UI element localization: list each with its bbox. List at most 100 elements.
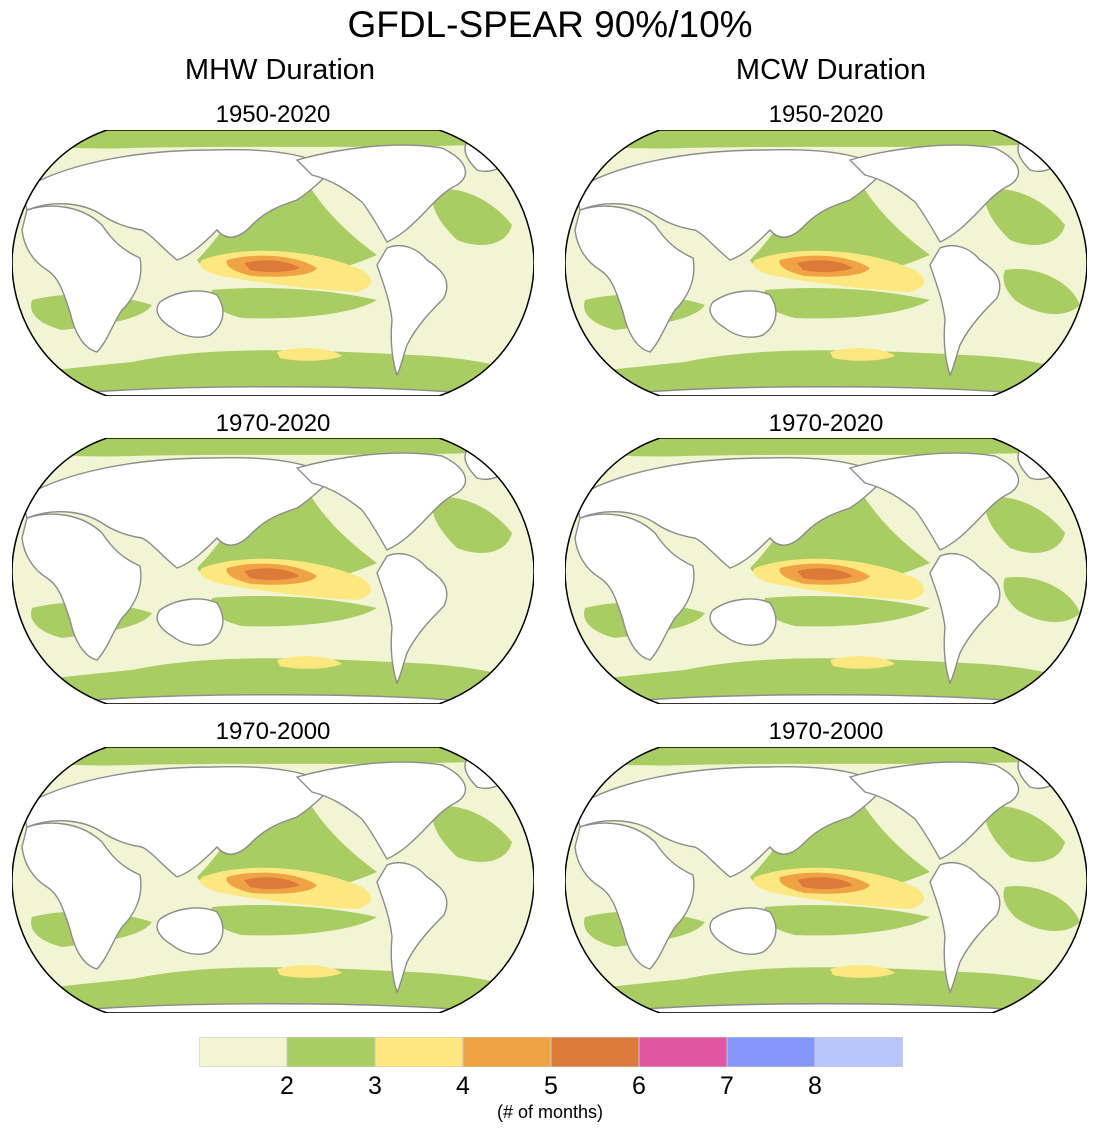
southern-ocean-band: [12, 967, 534, 1013]
colorbar-segment-8: [814, 1037, 903, 1067]
world-map-panel-6: [565, 747, 1087, 1013]
panel-title-mcw-1: 1950-2020: [768, 101, 884, 128]
southern-ocean-band: [565, 350, 1087, 396]
enso-dark-orange-core: [797, 568, 853, 581]
south-pacific-band: [210, 905, 377, 936]
arctic-band: [565, 747, 1087, 766]
enso-dark-orange-core: [797, 260, 853, 273]
arctic-band: [12, 130, 534, 149]
landmass-6: [1017, 137, 1071, 172]
landmass-4: [295, 452, 467, 551]
landmass-2: [574, 456, 887, 569]
column-title-mhw: MHW Duration: [184, 54, 376, 86]
south-pacific-band: [210, 288, 377, 319]
colorbar-units: (# of months): [496, 1102, 604, 1122]
arctic-band: [12, 747, 534, 766]
map-outline: [565, 747, 1087, 1013]
landmass-6: [464, 754, 518, 789]
landmass-4: [848, 761, 1020, 860]
south-pacific-band: [763, 288, 930, 319]
landmass-1: [574, 822, 695, 970]
panel-title-mcw-3: 1970-2000: [768, 718, 884, 745]
world-map-panel-3: [12, 747, 534, 1013]
enso-dark-orange-core: [244, 877, 300, 890]
landmass-3: [156, 290, 224, 338]
landmass-4: [295, 761, 467, 860]
landmass-1: [21, 205, 142, 353]
map-outline: [12, 747, 534, 1013]
colorbar: [199, 1037, 903, 1067]
landmass-4: [848, 452, 1020, 551]
landmass-6: [464, 445, 518, 480]
panel-title-mhw-3: 1970-2000: [215, 718, 331, 745]
arctic-band: [565, 438, 1087, 457]
southern-ocean-band: [12, 350, 534, 396]
north-atlantic-region: [431, 497, 512, 553]
world-map-panel-5: [565, 438, 1087, 704]
north-atlantic-region: [431, 806, 512, 862]
map-outline: [12, 438, 534, 704]
landmass-4: [848, 144, 1020, 243]
landmass-5: [376, 861, 448, 994]
landmass-3: [709, 598, 777, 646]
colorbar-segment-4: [462, 1037, 552, 1067]
landmass-6: [1017, 754, 1071, 789]
landmass-1: [21, 822, 142, 970]
landmass-3: [709, 907, 777, 955]
panel-title-mhw-2: 1970-2020: [215, 410, 331, 437]
world-map-panel-2: [12, 438, 534, 704]
landmass-5: [929, 861, 1001, 994]
arctic-band: [12, 438, 534, 457]
panel-title-mcw-2: 1970-2020: [768, 410, 884, 437]
landmass-1: [574, 513, 695, 661]
landmass-2: [21, 148, 334, 261]
north-atlantic-region: [984, 497, 1065, 553]
colorbar-tick-label: 6: [632, 1072, 646, 1100]
landmass-4: [295, 144, 467, 243]
landmass-6: [464, 137, 518, 172]
figure-title: GFDL-SPEAR 90%/10%: [347, 4, 753, 45]
landmass-1: [21, 513, 142, 661]
southern-yellow-spot: [277, 348, 342, 361]
landmass-3: [709, 290, 777, 338]
southern-yellow-spot: [277, 656, 342, 669]
north-atlantic-region: [984, 189, 1065, 245]
southern-ocean-band: [565, 967, 1087, 1013]
map-outline: [565, 438, 1087, 704]
colorbar-tick-label: 5: [544, 1072, 558, 1100]
landmass-5: [376, 552, 448, 685]
landmass-3: [156, 598, 224, 646]
colorbar-segment-6: [638, 1037, 728, 1067]
column-title-mcw: MCW Duration: [735, 54, 927, 86]
colorbar-segment-2: [286, 1037, 376, 1067]
landmass-2: [21, 765, 334, 878]
southern-yellow-spot: [277, 965, 342, 978]
colorbar-segment-5: [550, 1037, 640, 1067]
landmass-5: [929, 552, 1001, 685]
map-outline: [12, 130, 534, 396]
landmass-2: [21, 456, 334, 569]
enso-dark-orange-core: [244, 260, 300, 273]
colorbar-segment-7: [726, 1037, 816, 1067]
enso-dark-orange-core: [244, 568, 300, 581]
map-outline: [565, 130, 1087, 396]
landmass-3: [156, 907, 224, 955]
colorbar-segment-1: [199, 1037, 288, 1067]
southern-yellow-spot: [830, 348, 895, 361]
south-pacific-band: [210, 596, 377, 627]
south-atlantic-region: [1003, 269, 1080, 315]
north-atlantic-region: [984, 806, 1065, 862]
colorbar-tick-label: 8: [808, 1072, 822, 1100]
colorbar-tick-label: 4: [456, 1072, 470, 1100]
southern-ocean-band: [565, 658, 1087, 704]
landmass-2: [574, 148, 887, 261]
colorbar-tick-label: 7: [720, 1072, 734, 1100]
enso-dark-orange-core: [797, 877, 853, 890]
arctic-band: [565, 130, 1087, 149]
colorbar-tick-label: 2: [280, 1072, 294, 1100]
south-atlantic-region: [1003, 577, 1080, 623]
landmass-6: [1017, 445, 1071, 480]
southern-yellow-spot: [830, 965, 895, 978]
landmass-5: [929, 244, 1001, 377]
panel-title-mhw-1: 1950-2020: [215, 101, 331, 128]
